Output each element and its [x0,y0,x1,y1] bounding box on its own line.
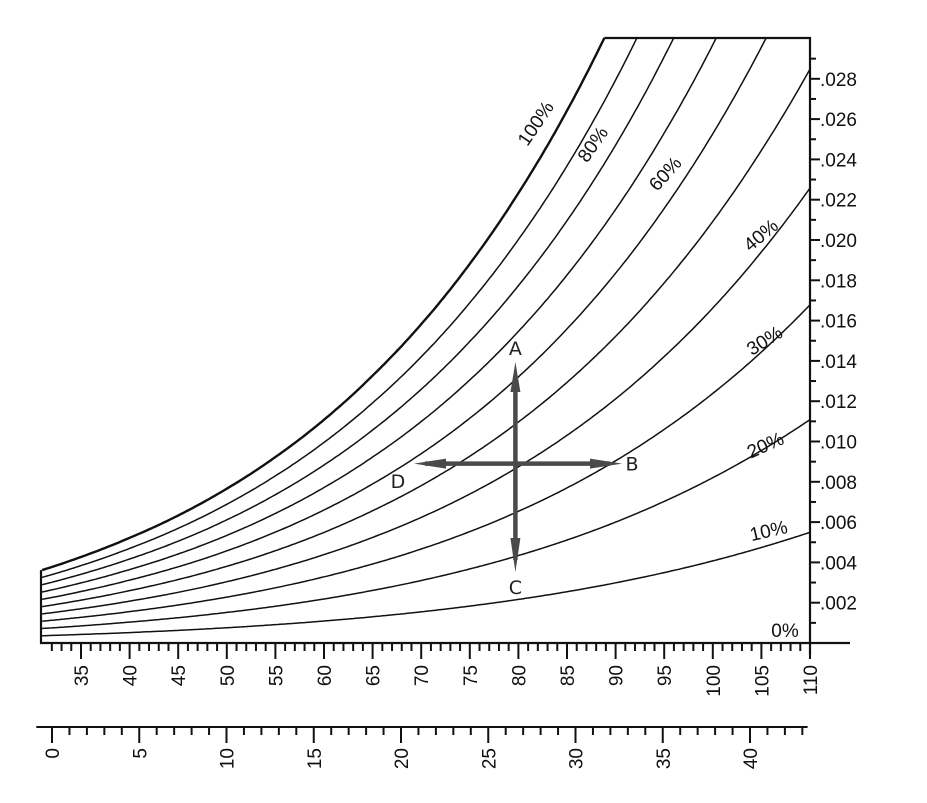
x-tick-label-c: 20 [392,748,413,769]
x-tick-label-f: 70 [412,665,433,686]
x-axis-fahrenheit: 35 40 45 50 55 60 65 70 75 80 85 90 95 100 105 110 [50,643,822,697]
y-tick-label: .016 [820,312,857,333]
rh-curve-50 [42,68,811,608]
y-tick-label: .026 [820,110,857,131]
arrow-label-b: B [625,454,638,476]
x-tick-label-f: 55 [266,665,287,686]
y-axis-humidity-ratio: .002 .004 .006 .008 .010 .012 .014 .016 .018 .020… [810,57,857,624]
y-tick-label: .002 [820,594,857,615]
y-tick-label: .018 [820,271,857,292]
x-tick-label-f: 40 [121,665,142,686]
x-tick-label-f: 110 [801,665,822,695]
x-tick-label-f: 80 [509,665,530,686]
y-tick-label: .010 [820,433,857,454]
rh-curve-80 [41,37,675,586]
y-tick-label: .022 [820,191,857,212]
y-tick-label: .024 [820,150,857,171]
y-tick-label: .014 [820,352,857,373]
arrow-left-head-icon [414,458,446,469]
x-axis-celsius: 0 5 10 15 20 25 30 35 40 [36,726,808,769]
x-tick-label-c: 40 [741,748,762,769]
curve-label: 10% [748,517,790,546]
x-tick-label-c: 15 [305,748,326,769]
rh-curve-30 [42,304,811,622]
rh-curve-100 [41,37,606,572]
rh-curve-40 [42,187,811,615]
x-tick-label-f: 85 [558,665,579,686]
curve-label: 20% [744,429,787,464]
arrow-label-a: A [509,338,522,360]
curve-label: 0% [771,621,799,642]
x-tick-label-c: 30 [567,748,588,769]
curve-label: 60% [645,153,686,195]
chart-frame [39,36,850,655]
x-tick-label-f: 90 [607,665,628,686]
y-tick-label: .004 [820,553,857,574]
x-tick-label-c: 10 [218,748,239,769]
rh-curve-60 [41,37,767,601]
x-tick-label-f: 75 [461,665,482,686]
y-tick-label: .012 [820,392,857,413]
x-tick-label-c: 5 [130,748,151,759]
curve-label: 30% [743,322,786,360]
x-tick-label-c: 0 [43,748,64,759]
rh-curve-70 [41,37,717,593]
x-tick-label-f: 45 [169,665,190,686]
direction-arrows: A B C D [391,338,639,599]
arrow-right-head-icon [590,458,622,469]
arrow-up-head-icon [510,362,521,392]
x-tick-label-f: 35 [72,665,93,686]
frame-left-bottom [39,570,850,645]
rh-curve-90 [41,37,638,579]
x-tick-label-c: 35 [654,748,675,769]
rh-curves [41,37,811,637]
rh-curve-20 [42,418,811,630]
arrow-label-c: C [509,577,522,599]
y-tick-label: .008 [820,473,857,494]
x-tick-label-f: 95 [655,665,676,686]
arrow-down-head-icon [510,538,521,572]
rh-curve-10 [42,531,811,637]
y-tick-label: .020 [820,231,857,252]
x-tick-label-f: 50 [218,665,239,686]
curve-label: 100% [514,98,559,150]
y-tick-label: .028 [820,70,857,91]
arrow-label-d: D [391,471,406,493]
x-tick-label-f: 100 [704,665,725,697]
curve-label: 40% [740,215,783,256]
y-tick-label: .006 [820,513,857,534]
x-tick-label-f: 105 [752,665,773,697]
x-tick-label-f: 60 [315,665,336,686]
frame-top-right [604,36,812,655]
x-tick-label-c: 25 [479,748,500,769]
x-tick-label-f: 65 [364,665,385,686]
curve-labels: 100% 80%60%40%30%20%10%0% [514,98,799,642]
